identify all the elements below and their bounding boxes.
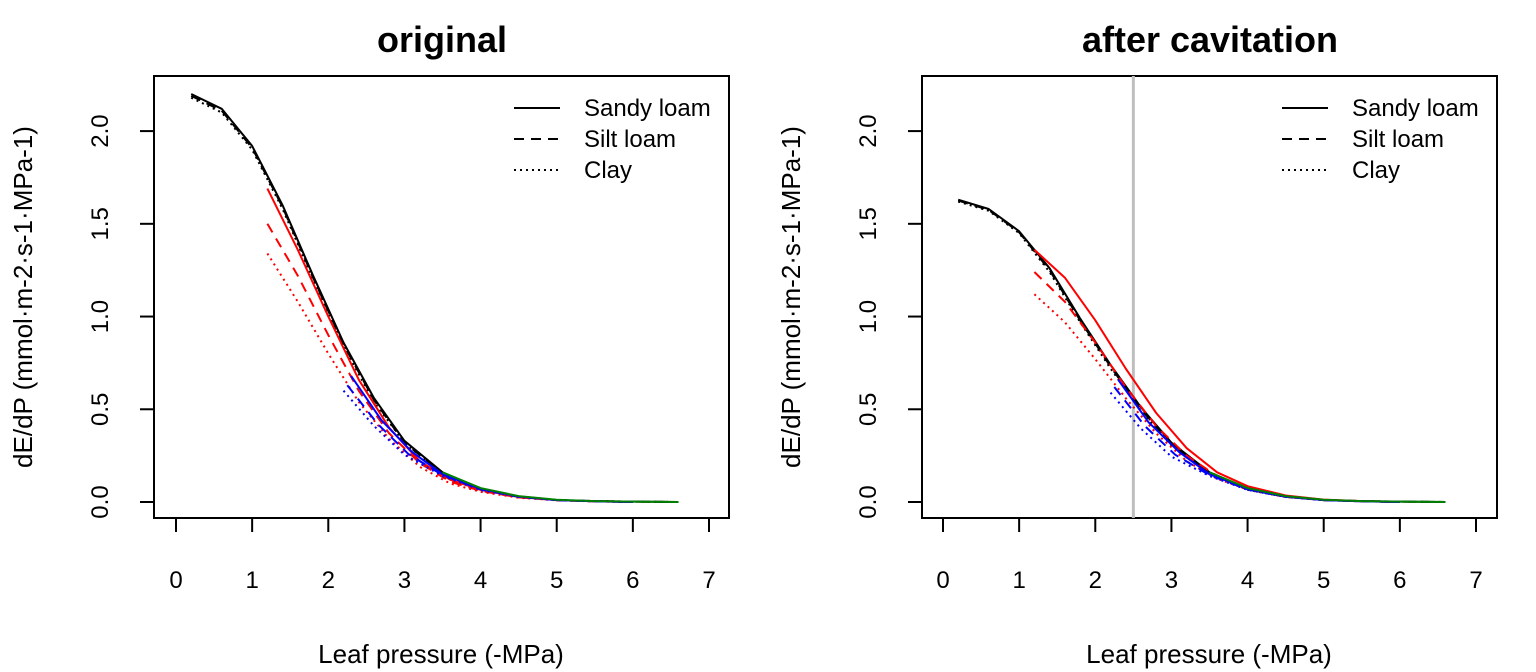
legend-label-silt-loam: Silt loam xyxy=(1352,126,1444,153)
series-line-0 xyxy=(190,93,679,503)
panel-original: original 0 1 2 3 4 5 6 7 0.0 0.5 1.0 1.5 2.0 Sandy l… xyxy=(8,19,730,669)
data-lines xyxy=(190,93,679,503)
series-line-3 xyxy=(1033,249,1400,503)
x-tick-label: 3 xyxy=(1165,567,1178,594)
legend-label-clay: Clay xyxy=(584,157,632,184)
y-tick-label: 2.0 xyxy=(855,114,882,147)
legend: Sandy loam Silt loam Clay xyxy=(514,95,711,184)
x-tick-label: 5 xyxy=(550,567,563,594)
series-line-8 xyxy=(1109,391,1400,503)
y-tick-label: 0.0 xyxy=(855,485,882,518)
series-line-0 xyxy=(957,198,1446,503)
y-tick-label: 0.0 xyxy=(87,485,114,518)
axes: 0 1 2 3 4 5 6 7 0.0 0.5 1.0 1.5 2.0 xyxy=(855,114,1483,594)
y-axis-label: dE/dP (mmol·m-2·s-1·MPa-1) xyxy=(8,126,38,468)
chart-title: original xyxy=(377,19,507,60)
series-line-1 xyxy=(957,199,1446,503)
series-line-7 xyxy=(346,384,633,503)
series-line-9 xyxy=(1209,471,1446,503)
series-line-4 xyxy=(266,223,633,503)
legend-label-clay: Clay xyxy=(1352,157,1400,184)
x-axis-label: Leaf pressure (-MPa) xyxy=(318,639,564,669)
y-tick-label: 2.0 xyxy=(87,114,114,147)
series-line-5 xyxy=(1033,293,1400,503)
x-tick-label: 3 xyxy=(398,567,411,594)
x-tick-label: 0 xyxy=(936,567,949,594)
y-tick-label: 0.5 xyxy=(87,393,114,426)
series-line-8 xyxy=(342,390,633,503)
series-line-7 xyxy=(1113,386,1400,503)
series-line-4 xyxy=(1033,271,1400,503)
x-axis-label: Leaf pressure (-MPa) xyxy=(1086,639,1332,669)
x-tick-label: 7 xyxy=(1469,567,1482,594)
x-tick-label: 4 xyxy=(474,567,487,594)
legend-label-silt-loam: Silt loam xyxy=(584,126,676,153)
series-line-3 xyxy=(266,188,633,503)
x-tick-label: 4 xyxy=(1241,567,1254,594)
y-tick-label: 1.0 xyxy=(87,300,114,333)
x-tick-label: 6 xyxy=(1393,567,1406,594)
x-tick-label: 6 xyxy=(626,567,639,594)
data-lines xyxy=(957,198,1446,503)
series-line-5 xyxy=(266,252,633,503)
legend-label-sandy-loam: Sandy loam xyxy=(1352,95,1479,122)
y-tick-label: 1.5 xyxy=(87,207,114,240)
panel-after-cavitation: after cavitation 0 1 2 3 4 5 6 7 0.0 0.5 1.0 1.5 2.0… xyxy=(776,19,1498,669)
axes: 0 1 2 3 4 5 6 7 0.0 0.5 1.0 1.5 2.0 xyxy=(87,114,716,594)
x-tick-label: 1 xyxy=(245,567,258,594)
x-tick-label: 5 xyxy=(1317,567,1330,594)
chart-title: after cavitation xyxy=(1082,19,1338,60)
legend: Sandy loam Silt loam Clay xyxy=(1282,95,1479,184)
series-line-9 xyxy=(442,471,679,503)
y-axis-label: dE/dP (mmol·m-2·s-1·MPa-1) xyxy=(776,126,806,468)
y-tick-label: 0.5 xyxy=(855,393,882,426)
y-tick-label: 1.5 xyxy=(855,207,882,240)
legend-label-sandy-loam: Sandy loam xyxy=(584,95,711,122)
y-tick-label: 1.0 xyxy=(855,300,882,333)
x-tick-label: 2 xyxy=(322,567,335,594)
x-tick-label: 2 xyxy=(1089,567,1102,594)
x-tick-label: 0 xyxy=(169,567,182,594)
x-tick-label: 7 xyxy=(702,567,715,594)
x-tick-label: 1 xyxy=(1012,567,1025,594)
